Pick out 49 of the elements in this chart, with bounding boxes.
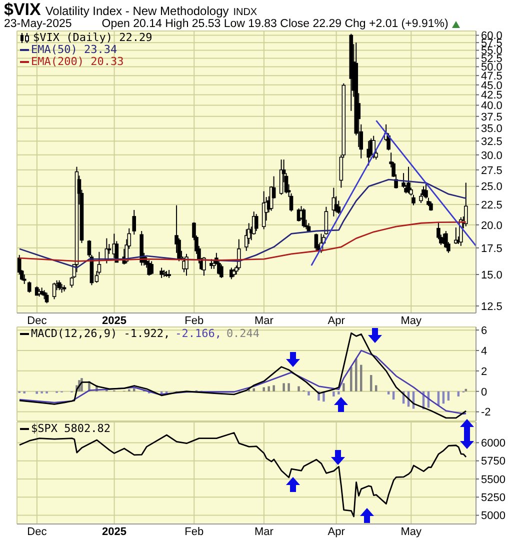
y-tick-label: 30.0: [481, 150, 502, 162]
y-tick-label: 40.0: [481, 100, 502, 112]
y-tick-label: 35.0: [481, 123, 502, 136]
x-tick-label: Dec: [27, 526, 48, 538]
y-tick-label: 6000: [481, 438, 506, 450]
x-tick-label: May: [400, 526, 422, 538]
x-tick-label: Feb: [184, 315, 204, 327]
y-tick-label: 32.5: [481, 136, 502, 148]
text: INDX: [233, 7, 258, 18]
y-tick-label: 15.0: [481, 269, 502, 282]
x-tick-label: Mar: [254, 315, 274, 327]
y-tick-label: -2: [481, 406, 491, 419]
x-tick-label: Feb: [184, 526, 204, 538]
x-tick-label: Dec: [27, 315, 48, 327]
y-tick-label: 45.0: [481, 80, 502, 92]
y-tick-label: 22.5: [481, 199, 502, 212]
legend-label: EMA(200) 20.33: [30, 55, 125, 68]
y-tick-label: 5500: [481, 474, 506, 486]
y-tick-label: 5000: [481, 510, 506, 522]
x-tick-label: 2025: [102, 526, 127, 538]
legend-label: EMA(50) 23.34: [30, 43, 118, 56]
x-tick-label: 2025: [102, 315, 127, 327]
y-tick-label: 6: [481, 324, 488, 337]
x-tick-label: May: [400, 315, 422, 327]
y-tick-label: 42.5: [481, 90, 502, 102]
y-tick-label: 27.5: [481, 164, 502, 177]
x-tick-label: Apr: [328, 315, 346, 327]
text: Open 20.14 High 25.53 Low 19.83 Close 22.29 Chg +2.01 (+9.91%): [102, 18, 448, 30]
y-tick-label: 37.5: [481, 111, 502, 124]
y-tick-label: 4: [481, 345, 488, 358]
text: 0.244: [226, 327, 260, 340]
text: -2.166,: [175, 327, 222, 340]
legend-label: MACD(12,26,9) -1.922,: [30, 327, 170, 340]
y-tick-label: 5250: [481, 492, 506, 504]
legend-label: $SPX 5802.82: [30, 422, 110, 435]
y-tick-label: 25.0: [481, 181, 502, 194]
text: 23-May-2025: [4, 18, 72, 30]
chart-subtitle: Volatility Index - New Methodology: [45, 4, 229, 18]
chart-title: $VIX: [4, 0, 41, 19]
y-tick-label: 12.5: [481, 300, 502, 313]
y-tick-label: 20.0: [481, 220, 502, 232]
legend-label: $VIX (Daily) 22.29: [32, 31, 152, 44]
y-tick-label: 47.5: [481, 70, 502, 82]
y-tick-label: 2: [481, 366, 488, 378]
y-tick-label: 0: [481, 386, 488, 398]
x-tick-label: Mar: [254, 526, 274, 538]
y-tick-label: 5750: [481, 456, 506, 468]
y-tick-label: 17.5: [481, 242, 502, 255]
x-tick-label: Apr: [328, 526, 346, 538]
